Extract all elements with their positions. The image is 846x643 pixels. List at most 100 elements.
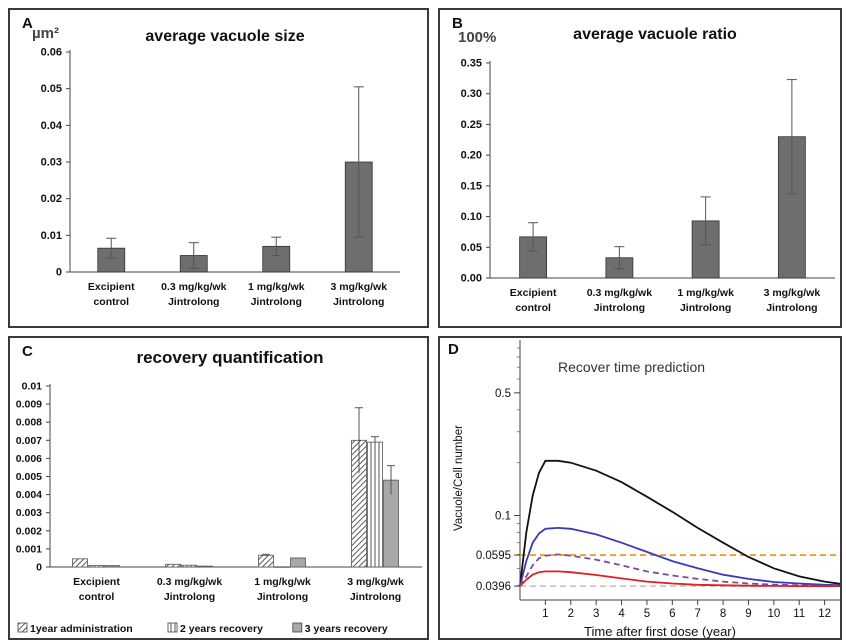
bar xyxy=(290,557,306,568)
y-tick-label: 0.004 xyxy=(16,489,42,501)
bar xyxy=(197,565,213,568)
y-tick-label: 0.5 xyxy=(495,388,511,400)
y-tick-label: 0.10 xyxy=(461,211,482,223)
y-tick-label: 0.1 xyxy=(495,510,511,522)
x-tick-label: 3 xyxy=(593,608,599,620)
x-tick-label: 9 xyxy=(745,608,751,620)
x-tick-label: 7 xyxy=(694,608,700,620)
x-tick-label: 1 mg/kg/wk xyxy=(254,576,311,588)
x-tick-label: 3 mg/kg/wk xyxy=(330,281,387,293)
bar xyxy=(88,565,104,568)
x-tick-label: 3 mg/kg/wk xyxy=(764,287,821,299)
y-axis-label: Vacuole/Cell number xyxy=(453,425,465,531)
y-tick-label: 0.001 xyxy=(16,543,42,555)
x-tick-label: 0.3 mg/kg/wk xyxy=(587,287,653,299)
panel-letter: C xyxy=(22,343,33,360)
y-tick-label: 0.02 xyxy=(41,193,62,205)
x-tick-label: Jintrolong xyxy=(164,591,215,603)
x-tick-label: 11 xyxy=(793,608,805,620)
y-tick-label: 0 xyxy=(56,267,62,279)
bar xyxy=(104,565,120,568)
x-axis-label: Time after first dose (year) xyxy=(584,624,736,638)
x-tick-label: Excipient xyxy=(88,281,135,293)
legend-swatch xyxy=(292,622,303,633)
series-line xyxy=(519,570,840,587)
x-tick-label: 5 xyxy=(644,608,650,620)
x-tick-label: Jintrolong xyxy=(766,302,817,314)
bar xyxy=(165,563,181,568)
y-tick-label: 0.01 xyxy=(41,230,62,242)
x-tick-label: 4 xyxy=(618,608,625,620)
bar xyxy=(274,566,290,568)
x-tick-label: Jintrolong xyxy=(333,296,384,308)
x-tick-label: Jintrolong xyxy=(594,302,645,314)
x-tick-label: Jintrolong xyxy=(251,296,302,308)
legend-label: 3 years recovery xyxy=(305,623,388,635)
y-tick-label: 0.009 xyxy=(16,399,42,411)
panel-letter: D xyxy=(448,341,459,358)
y-tick-label: 0.002 xyxy=(16,525,42,537)
x-tick-label: 2 xyxy=(568,608,574,620)
y-tick-label: 0.20 xyxy=(461,150,482,162)
x-tick-label: 10 xyxy=(767,608,780,620)
x-tick-label: Excipient xyxy=(510,287,557,299)
x-tick-label: control xyxy=(79,591,115,603)
y-tick-label: 0.007 xyxy=(16,435,42,447)
x-tick-label: 0.3 mg/kg/wk xyxy=(161,281,227,293)
y-tick-label: 0.0595 xyxy=(476,550,511,562)
panel-letter: B xyxy=(452,15,463,32)
y-tick-label: 0.0396 xyxy=(476,581,511,593)
x-tick-label: 0.3 mg/kg/wk xyxy=(157,576,223,588)
series-line xyxy=(519,526,840,587)
x-tick-label: 3 mg/kg/wk xyxy=(347,576,404,588)
panel-d: D Recover time prediction 0.0396 0.0595 0.1 0… xyxy=(438,336,842,640)
chart-title: average vacuole ratio xyxy=(573,26,737,43)
y-tick-label: 0 xyxy=(36,562,42,574)
x-tick-label: 1 mg/kg/wk xyxy=(677,287,734,299)
chart-title: average vacuole size xyxy=(145,28,304,45)
y-tick-label: 0.03 xyxy=(41,157,62,169)
legend-swatch xyxy=(17,622,28,633)
x-tick-label: Jintrolong xyxy=(680,302,731,314)
chart-title: recovery quantification xyxy=(136,348,323,367)
legend-label: 2 years recovery xyxy=(180,623,263,635)
y-unit-label: 100% xyxy=(458,29,496,46)
x-tick-label: 1 xyxy=(542,608,548,620)
y-tick-label: 0.05 xyxy=(41,83,62,95)
y-tick-label: 0.30 xyxy=(461,88,482,100)
x-tick-label: Jintrolong xyxy=(168,296,219,308)
bar xyxy=(72,558,88,568)
x-tick-label: control xyxy=(515,302,551,314)
series-line xyxy=(519,459,840,587)
bar xyxy=(181,564,197,568)
panel-letter: A xyxy=(22,15,33,32)
y-tick-label: 0.003 xyxy=(16,507,42,519)
series-line xyxy=(519,553,840,587)
y-tick-label: 0.25 xyxy=(461,119,482,131)
x-tick-label: Excipient xyxy=(73,576,120,588)
bar xyxy=(262,245,291,273)
legend-swatch xyxy=(167,622,178,633)
x-tick-label: 8 xyxy=(720,608,726,620)
y-tick-label: 0.04 xyxy=(41,120,63,132)
bar xyxy=(367,441,383,568)
x-tick-label: 12 xyxy=(818,608,831,620)
x-tick-label: control xyxy=(93,296,129,308)
x-tick-label: Jintrolong xyxy=(350,591,401,603)
x-tick-label: 6 xyxy=(669,608,675,620)
x-tick-label: Jintrolong xyxy=(257,591,308,603)
y-tick-label: 0.06 xyxy=(41,47,62,59)
y-tick-label: 0.01 xyxy=(22,381,43,393)
y-unit-label: µm² xyxy=(32,25,59,42)
y-tick-label: 0.008 xyxy=(16,417,42,429)
panel-b: B 100% average vacuole ratio 0.00 0.05 0.10 0.… xyxy=(438,8,842,328)
chart-title: Recover time prediction xyxy=(558,359,705,375)
y-tick-label: 0.05 xyxy=(461,242,482,254)
x-tick-label: 1 mg/kg/wk xyxy=(248,281,305,293)
y-tick-label: 0.15 xyxy=(461,180,482,192)
